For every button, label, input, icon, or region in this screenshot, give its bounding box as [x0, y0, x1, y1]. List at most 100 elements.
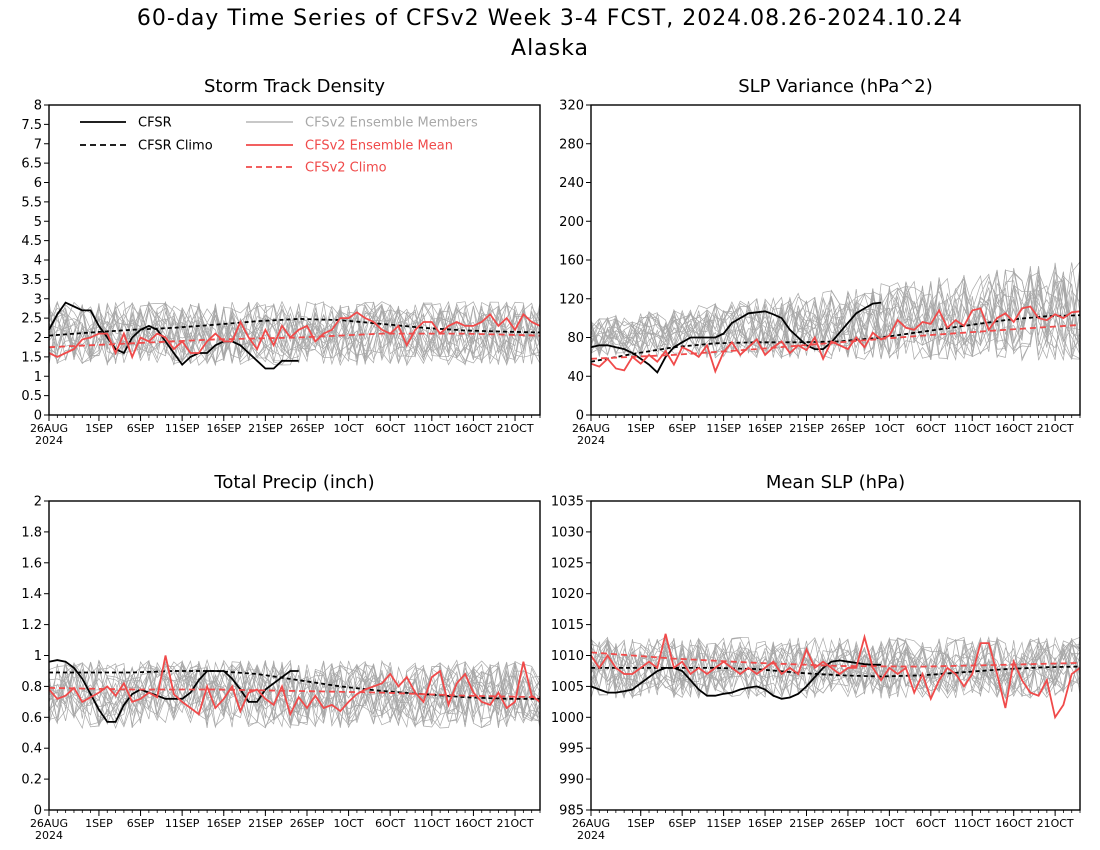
- y-tick-label: 2: [34, 331, 42, 346]
- y-tick-label: 7: [34, 137, 42, 152]
- panel-title: SLP Variance (hPa^2): [738, 76, 933, 97]
- x-tick-label: 1SEP: [85, 422, 113, 435]
- cfsv2-climo-line: [48, 687, 541, 699]
- ensemble-member-line: [590, 637, 1081, 697]
- cfsv2-ensemble-mean-line: [48, 311, 541, 360]
- y-tick-label: 3.5: [21, 273, 42, 288]
- panel-title: Total Precip (inch): [213, 472, 374, 493]
- legend-members: CFSv2 Ensemble Members: [246, 116, 478, 131]
- y-tick-label: 1.4: [21, 587, 42, 602]
- x-tick-label: 16OCT: [995, 817, 1032, 830]
- x-tick-label: 1SEP: [627, 817, 655, 830]
- cfsv2-ensemble-mean-line: [590, 633, 1081, 720]
- cfsv2-climo-line: [48, 332, 541, 349]
- y-tick-label: 1.6: [21, 556, 42, 571]
- cfsr-climo-line: [590, 314, 1081, 363]
- x-tick-label: 6SEP: [668, 817, 696, 830]
- x-tick-label: 16OCT: [455, 817, 492, 830]
- legend: CFSR CFSR Climo CFSv2 Ensemble Members CFSv…: [80, 116, 478, 176]
- y-tick-label: 2: [34, 495, 42, 510]
- x-year-label: 2024: [577, 434, 605, 447]
- y-tick-label: 0.2: [21, 773, 42, 788]
- x-tick-label: 11OCT: [413, 422, 450, 435]
- x-tick-label: 6OCT: [916, 817, 946, 830]
- x-tick-label: 1OCT: [874, 422, 904, 435]
- x-tick-label: 26SEP: [290, 422, 325, 435]
- ensemble-member-line: [590, 265, 1081, 360]
- y-tick-label: 1.2: [21, 618, 42, 633]
- x-tick-label: 21SEP: [248, 817, 283, 830]
- y-tick-label: 40: [567, 370, 584, 385]
- x-tick-label: 6OCT: [375, 817, 405, 830]
- x-tick-label: 11SEP: [165, 422, 200, 435]
- x-tick-label: 16SEP: [206, 422, 241, 435]
- x-tick-label: 11OCT: [413, 817, 450, 830]
- ensemble-members: [590, 261, 1081, 362]
- plot-frame: [590, 104, 1081, 416]
- legend-cfsv2-climo: CFSv2 Climo: [246, 161, 387, 176]
- ensemble-member-line: [590, 277, 1081, 361]
- x-tick-label: 21SEP: [789, 817, 824, 830]
- x-tick-label: 1OCT: [334, 817, 364, 830]
- x-tick-label: 6SEP: [127, 817, 155, 830]
- y-tick-label: 1010: [551, 649, 584, 664]
- ensemble-member-line: [48, 661, 541, 729]
- y-tick-label: 4: [34, 254, 42, 269]
- x-tick-label: 16SEP: [748, 817, 783, 830]
- y-tick-label: 6: [34, 176, 42, 191]
- x-tick-label: 16SEP: [748, 422, 783, 435]
- y-tick-label: 240: [559, 176, 584, 191]
- cfsv2-climo-line: [590, 324, 1081, 360]
- y-tick-label: 280: [559, 137, 584, 152]
- x-tick-label: 1OCT: [334, 422, 364, 435]
- x-tick-label: 11SEP: [706, 422, 741, 435]
- y-tick-label: 1030: [551, 525, 584, 540]
- ensemble-member-line: [590, 639, 1081, 700]
- y-tick-label: 6.5: [21, 157, 42, 172]
- x-tick-label: 21SEP: [248, 422, 283, 435]
- y-tick-label: 0.6: [21, 711, 42, 726]
- ensemble-member-line: [48, 301, 541, 365]
- y-tick-label: 320: [559, 99, 584, 114]
- ensemble-members: [590, 636, 1081, 700]
- y-tick-label: 5.5: [21, 195, 42, 210]
- x-tick-label: 6SEP: [127, 422, 155, 435]
- ensemble-member-line: [48, 300, 541, 366]
- y-tick-label: 4.5: [21, 234, 42, 249]
- legend-ens-mean: CFSv2 Ensemble Mean: [246, 139, 453, 154]
- x-tick-label: 26AUG: [30, 422, 68, 435]
- y-tick-label: 1: [34, 649, 42, 664]
- ensemble-member-line: [48, 660, 541, 729]
- cfsr-line: [590, 659, 882, 700]
- ensemble-member-line: [48, 302, 541, 365]
- cfsr-line: [48, 301, 299, 370]
- y-tick-label: 985: [559, 804, 584, 819]
- y-tick-label: 1.8: [21, 525, 42, 540]
- cfsr-line: [48, 659, 299, 723]
- x-tick-label: 6OCT: [916, 422, 946, 435]
- legend-label: CFSv2 Climo: [305, 161, 387, 176]
- x-tick-label: 26AUG: [30, 817, 68, 830]
- x-tick-label: 26SEP: [831, 817, 866, 830]
- x-tick-label: 26SEP: [290, 817, 325, 830]
- panel-4: Mean SLP (hPa) 985 990 995 1000 1005 1010 1015 1…: [551, 472, 1081, 842]
- ensemble-members: [48, 659, 541, 730]
- ensemble-member-line: [590, 262, 1081, 358]
- ensemble-member-line: [590, 269, 1081, 360]
- cfsr-line: [590, 301, 882, 374]
- x-tick-label: 11OCT: [954, 422, 991, 435]
- y-tick-label: 1035: [551, 495, 584, 510]
- legend-label: CFSv2 Ensemble Members: [305, 116, 478, 131]
- cfsv2-climo-line: [590, 651, 1081, 668]
- y-tick-label: 5: [34, 215, 42, 230]
- y-tick-label: 200: [559, 215, 584, 230]
- y-tick-label: 7.5: [21, 118, 42, 133]
- y-tick-label: 1.5: [21, 350, 42, 365]
- y-tick-label: 120: [559, 292, 584, 307]
- y-tick-label: 995: [559, 742, 584, 757]
- x-tick-label: 21OCT: [1037, 817, 1074, 830]
- y-tick-label: 0: [34, 804, 42, 819]
- panel-title: Mean SLP (hPa): [766, 472, 905, 493]
- y-tick-label: 990: [559, 773, 584, 788]
- y-tick-label: 0: [576, 409, 584, 424]
